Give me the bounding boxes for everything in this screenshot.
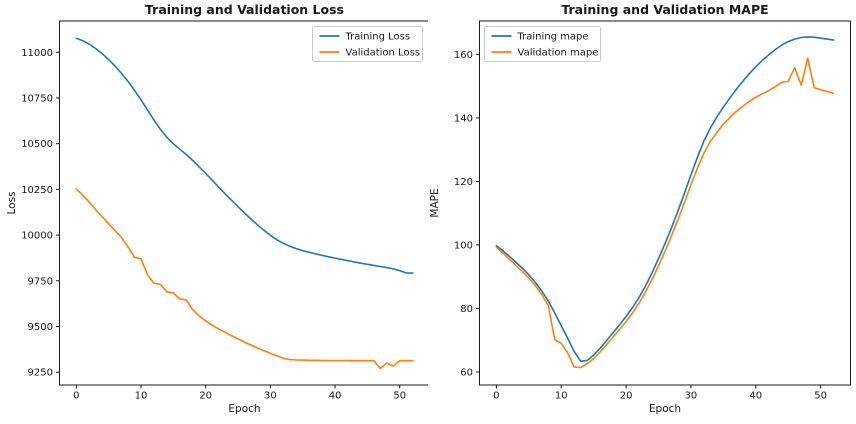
plot-border — [59, 20, 428, 386]
y-tick-label: 140 — [454, 113, 473, 124]
chart-title: Training and Validation Loss — [145, 2, 344, 17]
x-tick-label: 50 — [814, 391, 827, 402]
loss-chart: 0 10 20 30 40 50 9250 9500 9750 10000 10250 10500 10… — [6, 2, 428, 415]
x-axis-label: Epoch — [228, 403, 260, 415]
validation-loss-line — [75, 188, 414, 370]
x-tick-label: 30 — [264, 391, 277, 402]
legend-box — [484, 26, 601, 62]
mape-chart: 0 10 20 30 40 50 60 80 100 120 140 160 Training and … — [429, 2, 851, 415]
legend-label-training-loss: Training Loss — [345, 32, 411, 43]
y-axis-label: MAPE — [429, 188, 441, 217]
x-axis-label: Epoch — [649, 403, 681, 415]
plot-border — [479, 20, 851, 386]
y-tick-label: 10500 — [21, 139, 53, 150]
y-tick-label: 100 — [454, 240, 473, 251]
y-tick-label: 10250 — [21, 185, 53, 196]
x-tick-label: 10 — [555, 391, 568, 402]
x-tick-label: 50 — [393, 391, 406, 402]
x-tick-label: 40 — [749, 391, 762, 402]
x-tick-label: 0 — [493, 391, 499, 402]
validation-mape-line — [495, 57, 835, 369]
x-tick-label: 0 — [73, 391, 79, 402]
y-tick-label: 120 — [454, 177, 473, 188]
legend-label-validation-mape: Validation mape — [518, 48, 599, 59]
y-tick-label: 160 — [454, 50, 473, 61]
x-tick-label: 30 — [685, 391, 698, 402]
y-tick-label: 10750 — [21, 93, 53, 104]
training-mape-line — [495, 36, 835, 363]
chart-title: Training and Validation MAPE — [561, 2, 768, 17]
legend-label-training-mape: Training mape — [517, 32, 589, 43]
y-tick-label: 80 — [460, 304, 473, 315]
legend-box — [312, 26, 423, 62]
x-tick-label: 20 — [199, 391, 212, 402]
y-tick-label: 11000 — [21, 48, 53, 59]
x-tick-label: 40 — [329, 391, 342, 402]
y-tick-label: 60 — [460, 367, 473, 378]
y-tick-label: 9500 — [28, 322, 53, 333]
x-tick-label: 20 — [620, 391, 633, 402]
legend-label-validation-loss: Validation Loss — [346, 48, 421, 59]
y-axis-label: Loss — [6, 191, 18, 214]
y-tick-label: 9250 — [28, 368, 53, 379]
training-loss-line — [75, 37, 414, 274]
x-tick-label: 10 — [135, 391, 148, 402]
y-tick-label: 10000 — [21, 231, 53, 242]
y-tick-label: 9750 — [28, 276, 53, 287]
